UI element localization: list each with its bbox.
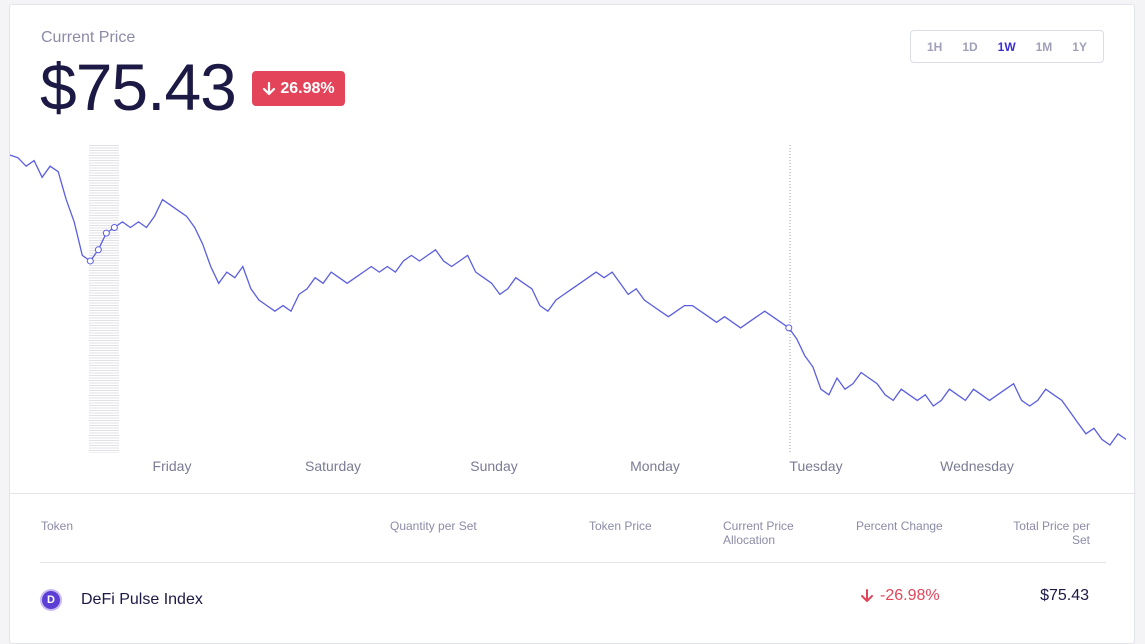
price-line-chart[interactable] bbox=[10, 145, 1136, 457]
header-percent-change: Percent Change bbox=[856, 519, 943, 533]
current-price-label: Current Price bbox=[41, 29, 136, 46]
header-total-line2: Set bbox=[1071, 533, 1090, 547]
hover-marker-point bbox=[94, 246, 102, 254]
header-quantity-per-set: Quantity per Set bbox=[390, 519, 477, 533]
row-percent-change-value: -26.98% bbox=[880, 587, 940, 604]
token-name: DeFi Pulse Index bbox=[81, 591, 203, 608]
x-tick-sunday: Sunday bbox=[470, 458, 518, 474]
header-allocation-line1: Current Price bbox=[723, 519, 794, 533]
header-total-price-per-set: Total Price per Set bbox=[1000, 519, 1090, 547]
table-header-divider bbox=[40, 562, 1106, 563]
x-tick-wednesday: Wednesday bbox=[940, 458, 1014, 474]
x-tick-friday: Friday bbox=[152, 458, 192, 474]
defi-pulse-token-icon: D bbox=[42, 591, 60, 609]
x-tick-monday: Monday bbox=[630, 458, 680, 474]
price-card: Current Price $75.43 26.98% 1H 1D 1W 1M … bbox=[9, 4, 1136, 644]
row-total-price: $75.43 bbox=[1040, 587, 1089, 604]
header-token: Token bbox=[41, 519, 74, 533]
price-change-value: 26.98% bbox=[280, 79, 335, 97]
header-allocation-line2: Allocation bbox=[723, 533, 776, 547]
range-1m-button[interactable]: 1M bbox=[1035, 39, 1053, 54]
arrow-down-icon bbox=[263, 81, 276, 95]
hover-hatch-region bbox=[89, 145, 119, 453]
row-percent-change: -26.98% bbox=[860, 587, 940, 605]
section-divider bbox=[10, 493, 1136, 494]
price-change-badge: 26.98% bbox=[252, 71, 345, 106]
current-price-value: $75.43 bbox=[40, 50, 237, 124]
range-1y-button[interactable]: 1Y bbox=[1072, 39, 1087, 54]
header-token-price: Token Price bbox=[589, 519, 652, 533]
header-current-price-allocation: Current Price Allocation bbox=[723, 519, 794, 547]
x-tick-saturday: Saturday bbox=[304, 458, 362, 474]
range-1w-button[interactable]: 1W bbox=[997, 39, 1016, 54]
range-1h-button[interactable]: 1H bbox=[926, 39, 943, 54]
hover-marker-point bbox=[102, 229, 110, 237]
hover-markers bbox=[86, 224, 793, 332]
hover-marker-point bbox=[785, 324, 793, 332]
x-tick-tuesday: Tuesday bbox=[789, 458, 843, 474]
range-1d-button[interactable]: 1D bbox=[962, 39, 978, 54]
time-range-selector: 1H 1D 1W 1M 1Y bbox=[910, 30, 1104, 63]
header-total-line1: Total Price per bbox=[1013, 519, 1090, 533]
price-series-line bbox=[10, 154, 1127, 446]
arrow-down-icon bbox=[861, 589, 873, 602]
hover-marker-point bbox=[110, 224, 118, 231]
hover-marker-point bbox=[86, 257, 94, 265]
